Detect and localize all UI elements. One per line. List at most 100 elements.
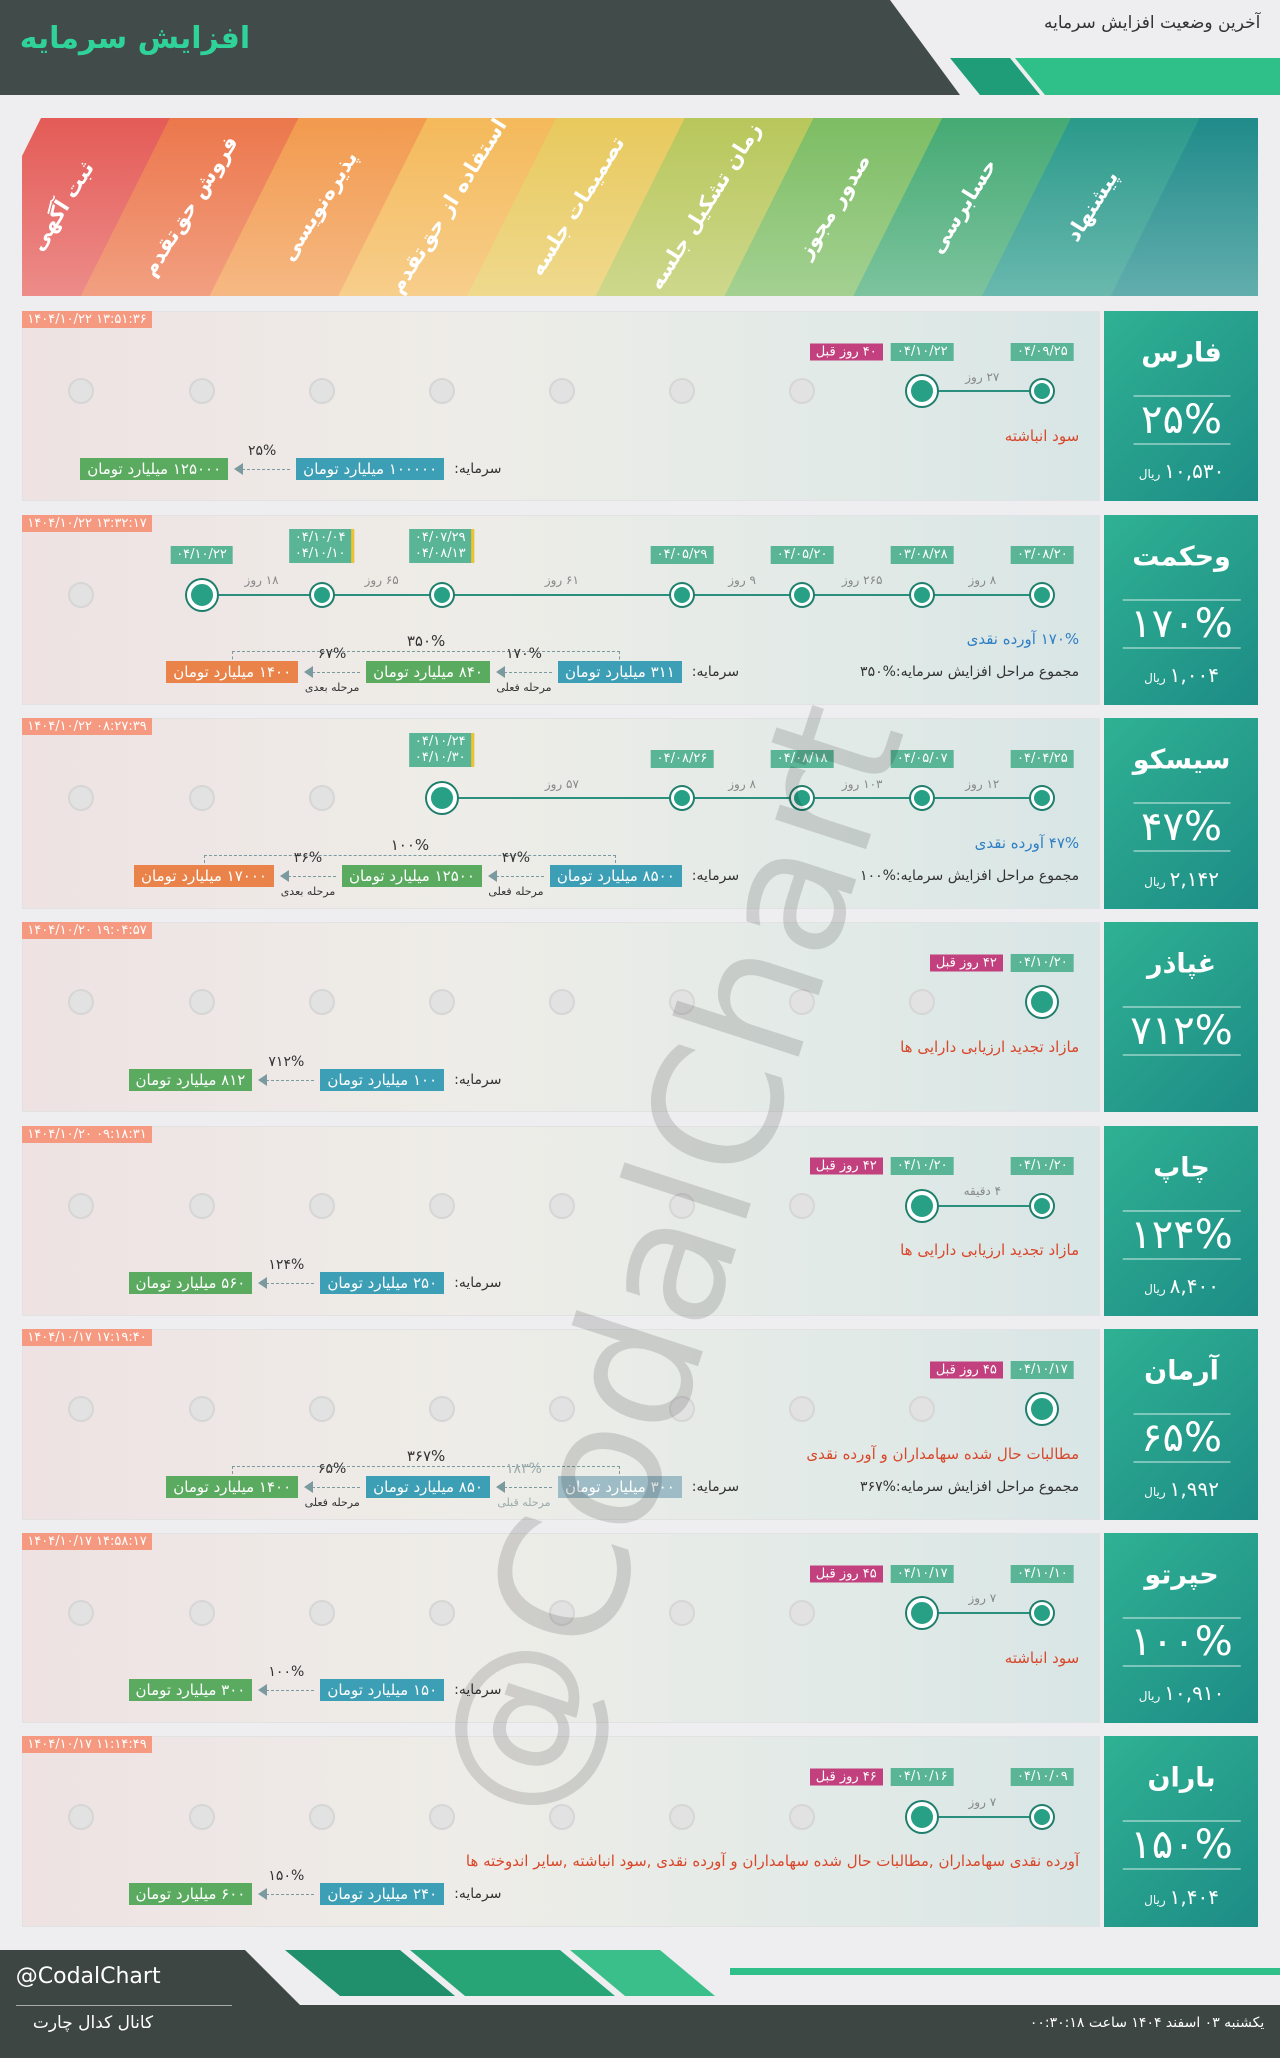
total: مجموع مراحل افزایش سرمایه:%۱۰۰ bbox=[860, 867, 1080, 884]
description: سود انباشته bbox=[1004, 426, 1080, 445]
name-panel bbox=[1104, 1125, 1258, 1316]
gap-label: ۲۷ روز bbox=[965, 369, 1000, 384]
current-dot bbox=[907, 1801, 938, 1832]
arrow: ۴۷% مرحله فعلی bbox=[487, 850, 544, 898]
date-box: ۰۴/۱۰/۱۰ bbox=[1011, 1564, 1074, 1583]
percent: ۱۰۰% bbox=[1122, 1616, 1241, 1667]
arrow: ۱۷۰% مرحله فعلی bbox=[495, 646, 552, 694]
percent: ۷۱۲% bbox=[1122, 1005, 1241, 1056]
date-box: ۰۴/۱۰/۲۲ bbox=[890, 342, 954, 361]
stage-dot bbox=[308, 785, 335, 812]
step-note: مرحله قبلی bbox=[497, 1495, 551, 1509]
arrow-line bbox=[287, 875, 336, 877]
stage-dot bbox=[308, 989, 335, 1016]
stage-dot bbox=[188, 1192, 215, 1219]
price-unit: ریال bbox=[1138, 467, 1161, 482]
capital-label: سرمایه: bbox=[454, 1275, 502, 1292]
stage-dot bbox=[789, 1803, 816, 1830]
arrow-head bbox=[258, 1277, 268, 1290]
stage-dot bbox=[428, 1396, 455, 1423]
step-note: مرحله بعدی bbox=[280, 884, 336, 898]
stage-dot bbox=[789, 1599, 816, 1626]
timeline-line bbox=[922, 1611, 1043, 1614]
capital-label: سرمایه: bbox=[454, 1071, 502, 1088]
timestamp: ۱۴۰۴/۱۰/۲۲ ۰۸:۲۷:۳۹ bbox=[22, 718, 152, 736]
capital-box: ۸۴۰ میلیارد تومان bbox=[366, 661, 490, 684]
gap-label: ۱۸ روز bbox=[244, 573, 279, 588]
arrow: ۱۰۰% bbox=[258, 1664, 315, 1697]
gap-label: ۹ روز bbox=[728, 573, 756, 588]
stage-dot bbox=[909, 989, 936, 1016]
footer-handle: @CodalChart bbox=[15, 1963, 161, 1989]
current-dot bbox=[186, 579, 217, 610]
stage-dot bbox=[548, 1396, 575, 1423]
stage-dot bbox=[68, 1803, 95, 1830]
stage-dot bbox=[188, 1803, 215, 1830]
price-unit: ریال bbox=[1138, 1689, 1161, 1703]
current-dot bbox=[907, 1190, 938, 1221]
date: ۰۴/۰۵/۲۹ bbox=[656, 547, 708, 563]
stage-dot bbox=[188, 378, 215, 405]
date-box: ۰۴/۰۵/۲۹ bbox=[650, 546, 714, 565]
event-dot bbox=[1031, 1601, 1054, 1624]
ago-badge: ۴۲ روز قبل bbox=[929, 954, 1003, 972]
date-box: ۰۳/۰۸/۲۰ bbox=[1011, 546, 1074, 565]
footer-dark bbox=[0, 1950, 300, 2005]
percent: ۲۵% bbox=[1133, 395, 1231, 446]
date: ۰۴/۱۰/۲۴ bbox=[414, 733, 466, 749]
stage-dot bbox=[188, 785, 215, 812]
step-pct: ۳۶% bbox=[293, 849, 323, 866]
timeline-line bbox=[201, 593, 1043, 596]
stage-dot bbox=[669, 1192, 695, 1219]
ago-badge: ۴۵ روز قبل bbox=[809, 1565, 883, 1583]
date: ۰۴/۱۰/۲۲ bbox=[896, 343, 948, 359]
date: ۰۴/۱۰/۱۰ bbox=[1017, 1565, 1068, 1581]
stage-banner bbox=[22, 118, 1259, 297]
company-name: چاپ bbox=[1153, 1152, 1210, 1184]
ago-badge: ۴۰ روز قبل bbox=[809, 343, 883, 361]
step-pct: ۱۷۰% bbox=[506, 646, 542, 663]
date: ۰۴/۱۰/۰۹ bbox=[1017, 1769, 1068, 1785]
date-box: ۰۴/۱۰/۲۰ bbox=[890, 1157, 954, 1176]
date-box: ۰۴/۱۰/۱۷ bbox=[890, 1564, 954, 1583]
date: ۰۳/۰۸/۲۰ bbox=[1017, 547, 1068, 563]
timeline-line bbox=[922, 390, 1043, 393]
price-unit: ریال bbox=[1144, 874, 1166, 889]
timestamp: ۱۴۰۴/۱۰/۲۰ ۱۹:۰۴:۵۷ bbox=[22, 921, 152, 939]
capital-flow: سرمایه: ۱۵۰ میلیارد تومان ۱۰۰% ۳۰۰ میلیارد … bbox=[128, 1664, 502, 1702]
ago-badge: ۴۲ روز قبل bbox=[809, 1157, 883, 1175]
date-box: ۰۴/۱۰/۰۴ ۰۴/۱۰/۱۰ bbox=[288, 529, 355, 564]
capital-label: سرمایه: bbox=[454, 1682, 502, 1699]
capital-box: ۲۴۰ میلیارد تومان bbox=[320, 1883, 445, 1905]
date-box: ۰۴/۱۰/۲۰ bbox=[1011, 1157, 1074, 1176]
date: ۰۴/۰۵/۲۰ bbox=[776, 547, 828, 563]
stripe bbox=[410, 1950, 615, 1996]
description: سود انباشته bbox=[1004, 1648, 1080, 1667]
date-box: ۰۴/۰۸/۱۸ bbox=[770, 750, 834, 769]
event-dot bbox=[791, 787, 814, 810]
stage-dot bbox=[789, 989, 816, 1016]
capital-flow: سرمایه: ۲۵۰ میلیارد تومان ۱۲۴% ۵۶۰ میلیارد … bbox=[128, 1257, 502, 1295]
step-note: مرحله فعلی bbox=[488, 884, 544, 898]
current-dot bbox=[1027, 1394, 1058, 1425]
event-dot bbox=[1031, 787, 1054, 810]
timeline-line bbox=[922, 1815, 1043, 1818]
capital-box: ۲۵۰ میلیارد تومان bbox=[320, 1272, 445, 1295]
capital-flow: سرمایه: ۳۰۰ میلیارد تومان ۱۸۳% مرحله قبلی ۸۵… bbox=[166, 1461, 740, 1509]
event-dot bbox=[1031, 380, 1054, 403]
gap-label: ۸ روز bbox=[728, 777, 756, 792]
stripe bbox=[1015, 58, 1280, 95]
date-box: ۰۴/۰۷/۲۹ ۰۴/۰۸/۱۳ bbox=[408, 529, 475, 564]
event-dot bbox=[911, 583, 934, 606]
stage-dot bbox=[68, 989, 95, 1016]
price: ۱۰,۵۳۰ ریال bbox=[1139, 459, 1225, 483]
arrow-head bbox=[258, 1888, 268, 1900]
fade bbox=[22, 118, 1259, 297]
gap-label: ۶۵ روز bbox=[364, 573, 399, 588]
percent: ۱۵۰% bbox=[1122, 1820, 1241, 1871]
stage-dot bbox=[548, 378, 575, 405]
date: ۰۴/۱۰/۰۴ bbox=[294, 530, 346, 546]
step-pct: ۱۸۳% bbox=[506, 1460, 542, 1477]
price-value: ۱۰,۵۳۰ bbox=[1164, 459, 1225, 484]
capital-label: سرمایه: bbox=[691, 1478, 740, 1495]
